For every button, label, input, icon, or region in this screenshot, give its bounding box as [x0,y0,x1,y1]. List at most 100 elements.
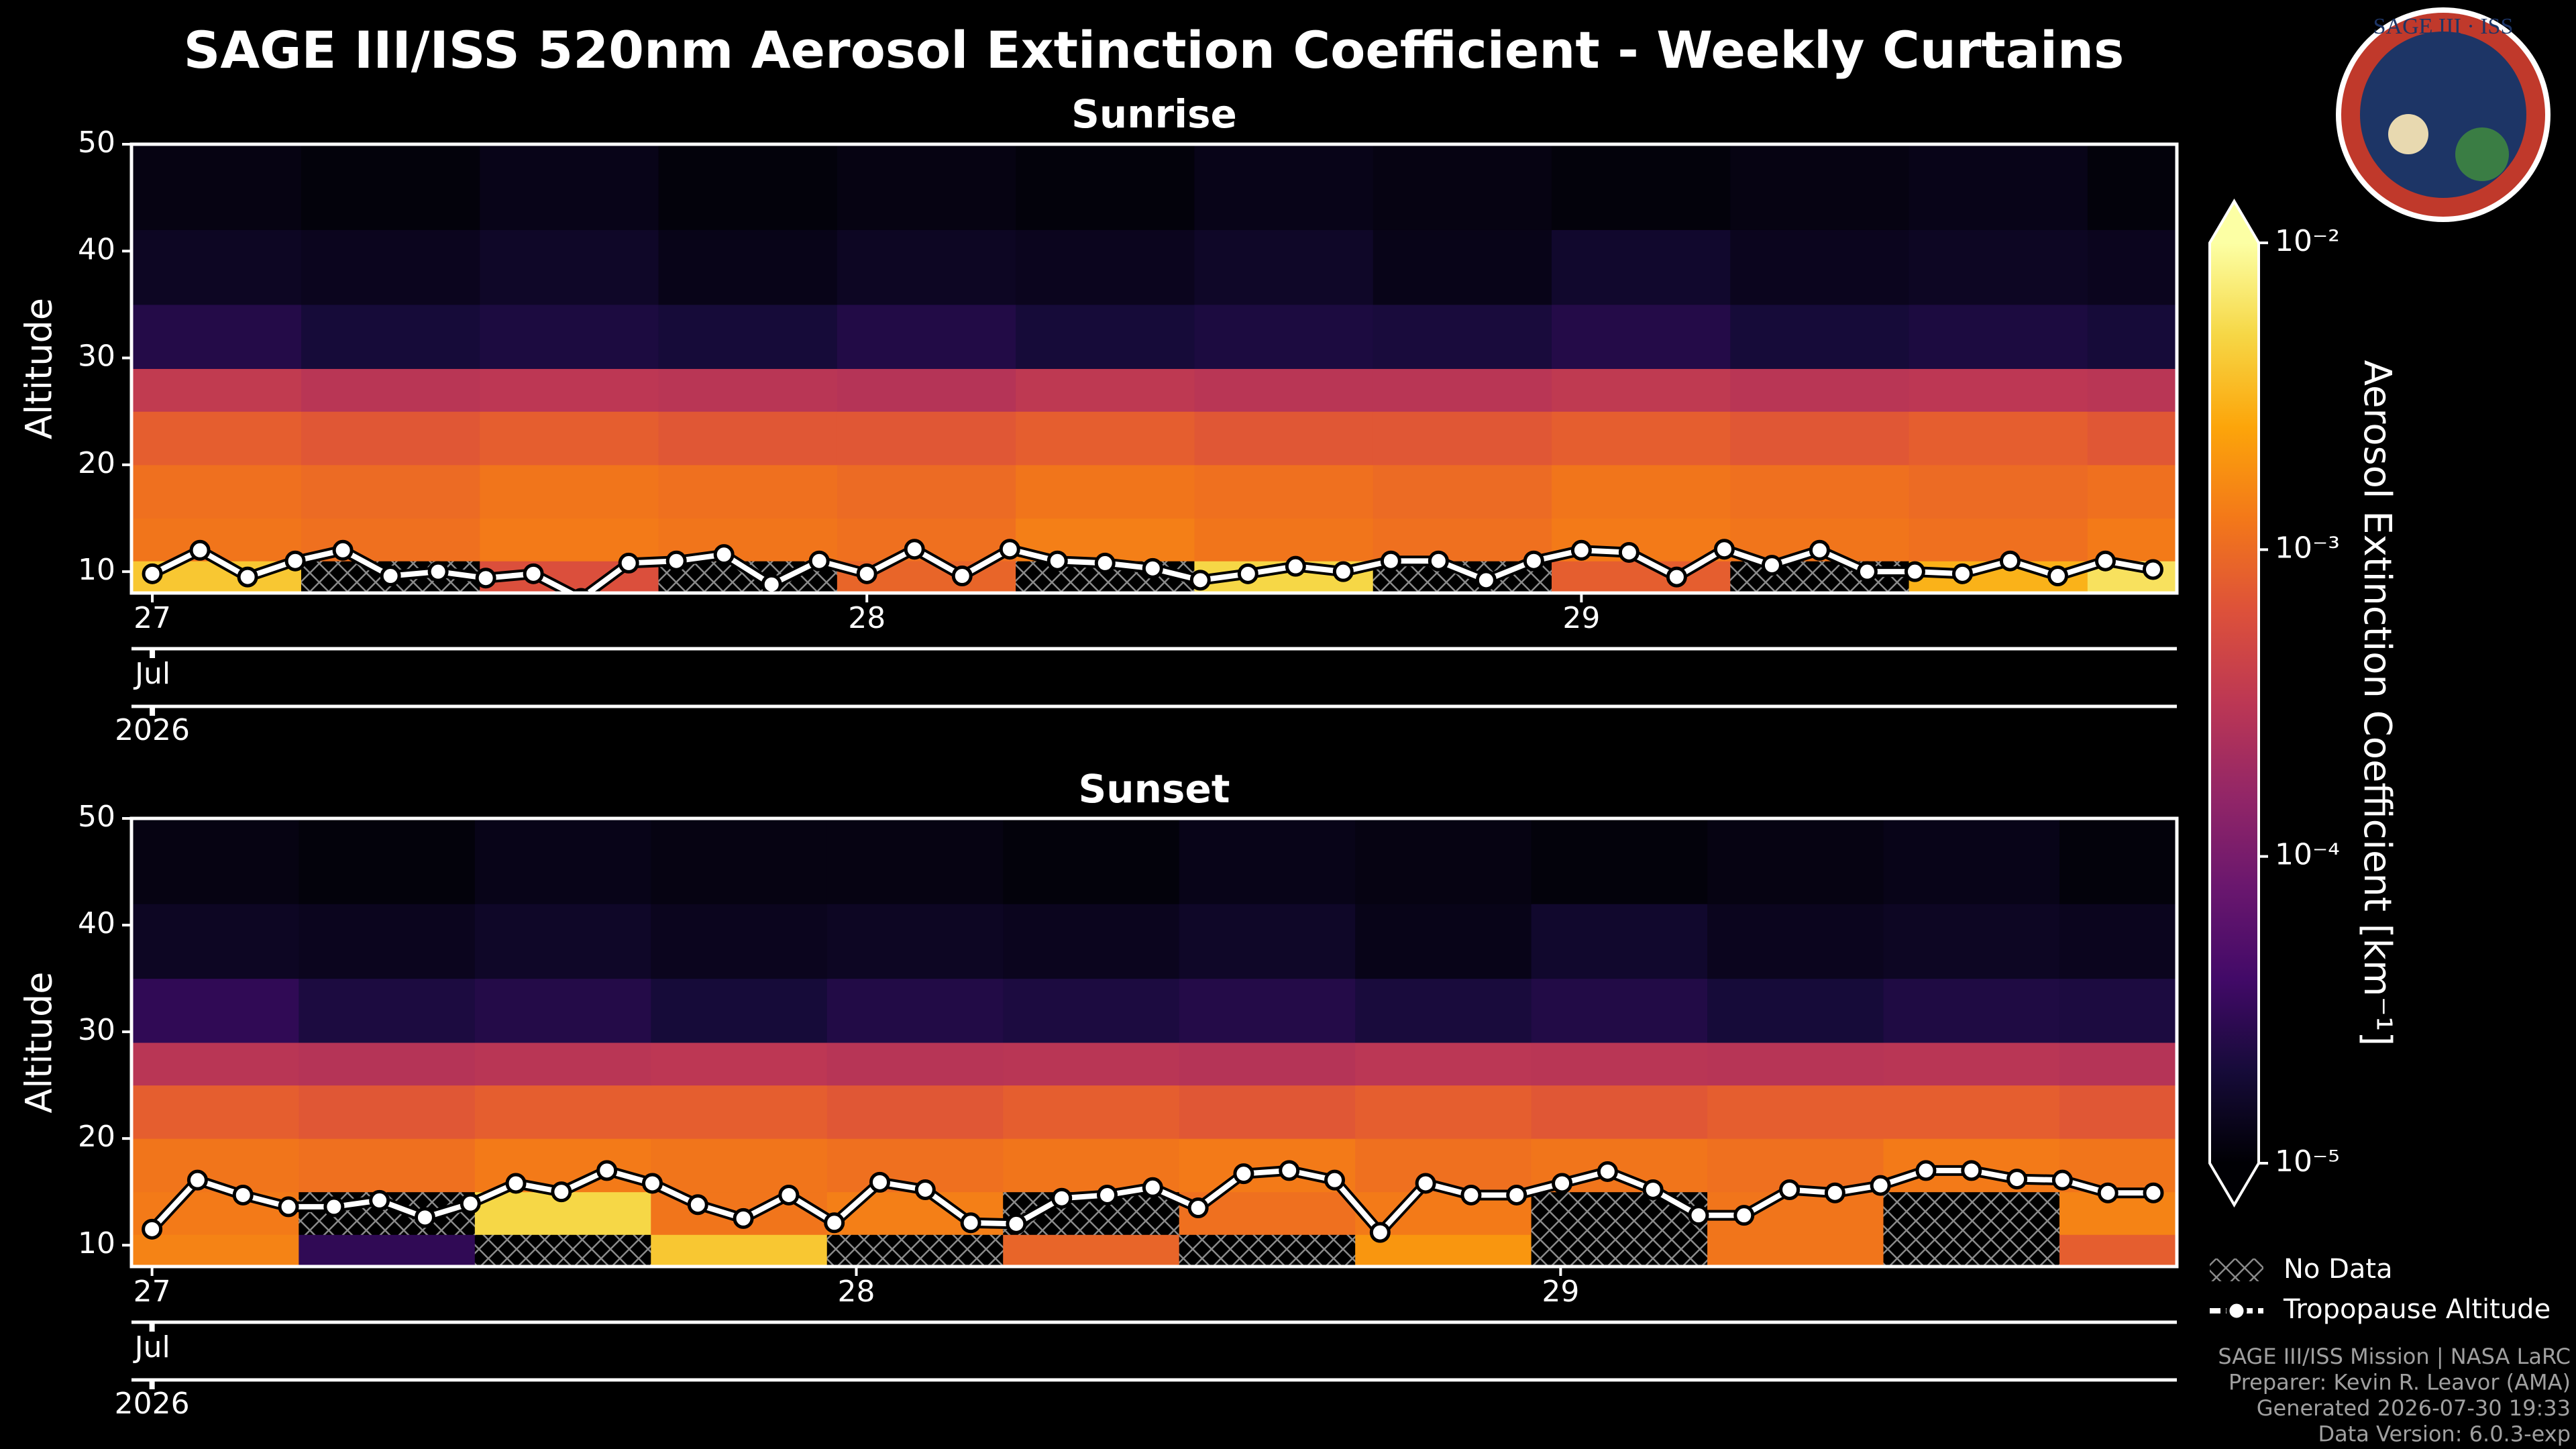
curtain-cell [1179,1042,1356,1086]
curtain-cell [480,229,659,305]
tropopause-point [1097,1184,1118,1205]
curtain-cell [474,978,651,1043]
y-tick-label: 30 [78,339,115,374]
colorbar-tick-label: 10⁻⁴ [2275,838,2340,872]
tropopause-point [2142,559,2163,580]
curtain-cell [1883,978,2060,1043]
tropopause-point [460,1193,481,1214]
curtain-cell [826,1042,1004,1086]
curtain-cell [1909,229,2088,305]
tropopause-point [2051,1169,2073,1191]
colorbar-extend-min [2210,1163,2259,1205]
colorbar-tick-label: 10⁻³ [2275,531,2340,565]
curtain-cell [837,368,1016,412]
tropopause-point [380,566,401,587]
curtain-cell [1355,978,1532,1043]
curtain-cell [1551,229,1731,305]
legend-no-data-icon [2210,1258,2263,1281]
tropopause-point [1824,1182,1845,1203]
curtain-cell [651,1138,828,1193]
curtain-cell [299,978,476,1043]
tropopause-point [1324,1169,1346,1191]
curtain-cell [1909,518,2088,561]
tropopause-point [824,1212,845,1234]
curtain-cell [1730,229,1910,305]
curtain-cell [131,1234,299,1267]
curtain-cell [1551,464,1731,519]
curtain-cell [1707,1085,1884,1139]
curtain-cell [1016,368,1195,412]
colorbar-label: Aerosol Extinction Coefficient [km⁻¹] [2355,360,2399,1046]
curtain-cell [1730,368,1910,412]
tropopause-point [960,1212,981,1234]
curtain-cell [131,304,302,369]
tropopause-point [232,1184,254,1205]
tropopause-point [142,1218,163,1240]
tropopause-point [475,568,496,589]
curtain-cell [301,464,480,519]
curtain-cell [1531,978,1708,1043]
curtain-cell [480,368,659,412]
curtain-cell [131,818,299,904]
curtain-cell [1909,411,2088,466]
curtain-cell [131,904,299,979]
legend-label: Tropopause Altitude [2283,1294,2551,1325]
curtain-cell [1707,904,1884,979]
curtain-cell [1531,1085,1708,1139]
curtain-cell [2059,904,2177,979]
curtain-cell [1707,978,1884,1043]
curtain-cell [826,904,1004,979]
curtain-cell [474,1042,651,1086]
curtain-cell [651,1234,828,1267]
tropopause-point [596,1160,618,1181]
tropopause-point [2143,1182,2164,1203]
curtain-cell [826,1085,1004,1139]
tropopause-point [1915,1160,1937,1181]
curtain-cell [837,464,1016,519]
curtain-cell [1194,411,1374,466]
curtain-cell [301,144,480,230]
curtain-cell [1355,1042,1532,1086]
colorbar-extend-max [2210,201,2259,243]
curtain-cell [301,411,480,466]
curtain-cell [1730,411,1910,466]
tropopause-point [1237,563,1258,584]
y-tick-label: 50 [78,125,115,160]
tropopause-point [189,539,211,561]
curtain-cell [1194,518,1374,561]
footer-line: Preparer: Kevin R. Leavor (AMA) [2229,1370,2571,1395]
tropopause-point [1570,539,1592,561]
tropopause-point [1761,555,1782,576]
logo-moon [2388,114,2428,154]
tropopause-point [523,563,544,584]
y-tick-label: 50 [78,800,115,834]
tropopause-point [237,566,258,588]
curtain-cell [658,368,838,412]
logo-earth [2455,127,2509,181]
curtain-cell [1179,904,1356,979]
y-tick-label: 10 [78,1226,115,1260]
tropopause-point [2097,1182,2118,1203]
curtain-cell [651,978,828,1043]
curtain-cell [1909,368,2088,412]
curtain-cell [474,904,651,979]
no-data-cell [1883,1191,2060,1235]
curtain-cell [2059,818,2177,904]
curtain-cell [1531,1042,1708,1086]
curtain-cell [1016,144,1195,230]
curtain-cell [2059,978,2177,1043]
curtain-cell [1194,229,1374,305]
curtain-cell [299,1085,476,1139]
curtain-cell [1194,368,1374,412]
y-tick-label: 20 [78,1120,115,1154]
curtain-cell [1730,464,1910,519]
figure-title: SAGE III/ISS 520nm Aerosol Extinction Co… [184,20,2125,80]
tropopause-point [186,1169,208,1191]
footer-line: SAGE III/ISS Mission | NASA LaRC [2218,1344,2571,1369]
curtain-cell [480,464,659,519]
tropopause-point [1460,1184,1482,1205]
tropopause-point [1142,557,1163,579]
curtain-cell [826,978,1004,1043]
tropopause-point [665,550,687,572]
